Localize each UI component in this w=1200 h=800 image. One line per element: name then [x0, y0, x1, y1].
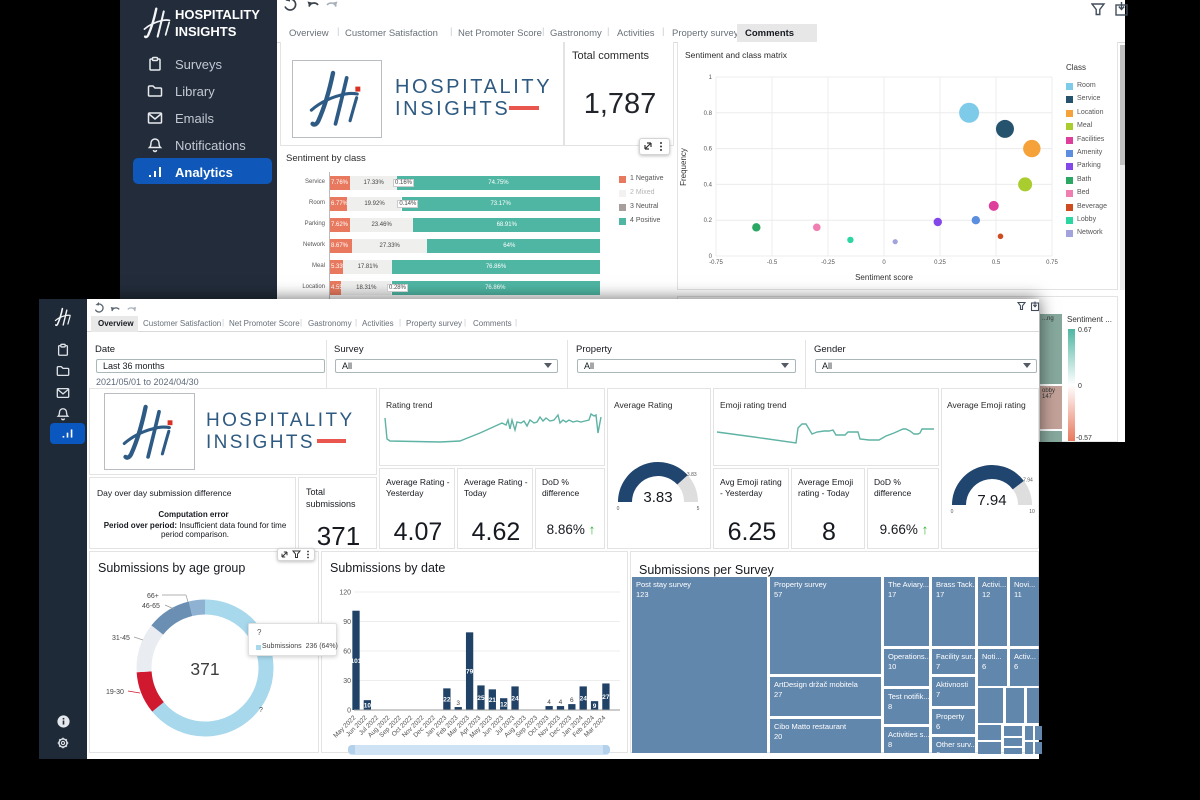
svg-text:6: 6	[570, 697, 574, 704]
svg-text:4: 4	[547, 699, 551, 706]
svg-text:0: 0	[951, 509, 954, 515]
svg-text:0: 0	[347, 708, 351, 715]
svg-text:3.83: 3.83	[643, 489, 672, 506]
svg-text:31-45: 31-45	[112, 635, 130, 642]
svg-text:7.94: 7.94	[1023, 477, 1033, 483]
svg-text:-0.25: -0.25	[821, 260, 835, 266]
svg-text:3: 3	[456, 700, 460, 707]
svg-text:0: 0	[709, 254, 713, 260]
svg-text:46-65: 46-65	[142, 603, 160, 610]
svg-text:25: 25	[477, 695, 485, 702]
svg-text:3.83: 3.83	[687, 472, 697, 478]
svg-text:7.94: 7.94	[977, 492, 1006, 509]
svg-text:0.8: 0.8	[704, 111, 713, 117]
svg-text:60: 60	[343, 649, 351, 656]
svg-text:Sentiment score: Sentiment score	[855, 273, 913, 282]
svg-text:21: 21	[489, 697, 497, 704]
svg-text:120: 120	[339, 590, 351, 597]
svg-text:10: 10	[1029, 509, 1035, 515]
svg-text:0.75: 0.75	[1046, 260, 1058, 266]
svg-text:66+: 66+	[147, 593, 159, 600]
svg-text:24: 24	[511, 696, 519, 703]
svg-text:5: 5	[697, 506, 700, 512]
svg-text:0: 0	[882, 260, 886, 266]
svg-text:27: 27	[602, 694, 610, 701]
svg-text:12: 12	[500, 702, 508, 709]
svg-text:Frequency: Frequency	[679, 148, 688, 186]
svg-text:-0.5: -0.5	[767, 260, 778, 266]
svg-text:79: 79	[466, 669, 474, 676]
svg-text:4: 4	[559, 699, 563, 706]
svg-text:0.4: 0.4	[704, 182, 713, 188]
svg-text:90: 90	[343, 619, 351, 626]
svg-text:9: 9	[593, 703, 597, 710]
svg-text:371: 371	[190, 659, 219, 679]
svg-text:1: 1	[709, 75, 713, 81]
svg-text:30: 30	[343, 678, 351, 685]
svg-text:10: 10	[364, 703, 372, 710]
svg-text:0.6: 0.6	[704, 147, 713, 153]
svg-text:0.2: 0.2	[704, 218, 713, 224]
svg-text:19-30: 19-30	[106, 689, 124, 696]
svg-text:?: ?	[259, 707, 263, 714]
svg-text:0.25: 0.25	[934, 260, 946, 266]
svg-text:22: 22	[443, 697, 451, 704]
svg-text:-0.75: -0.75	[709, 260, 723, 266]
svg-text:101: 101	[351, 658, 362, 665]
svg-text:0: 0	[617, 506, 620, 512]
svg-text:24: 24	[580, 696, 588, 703]
svg-text:0.5: 0.5	[992, 260, 1001, 266]
